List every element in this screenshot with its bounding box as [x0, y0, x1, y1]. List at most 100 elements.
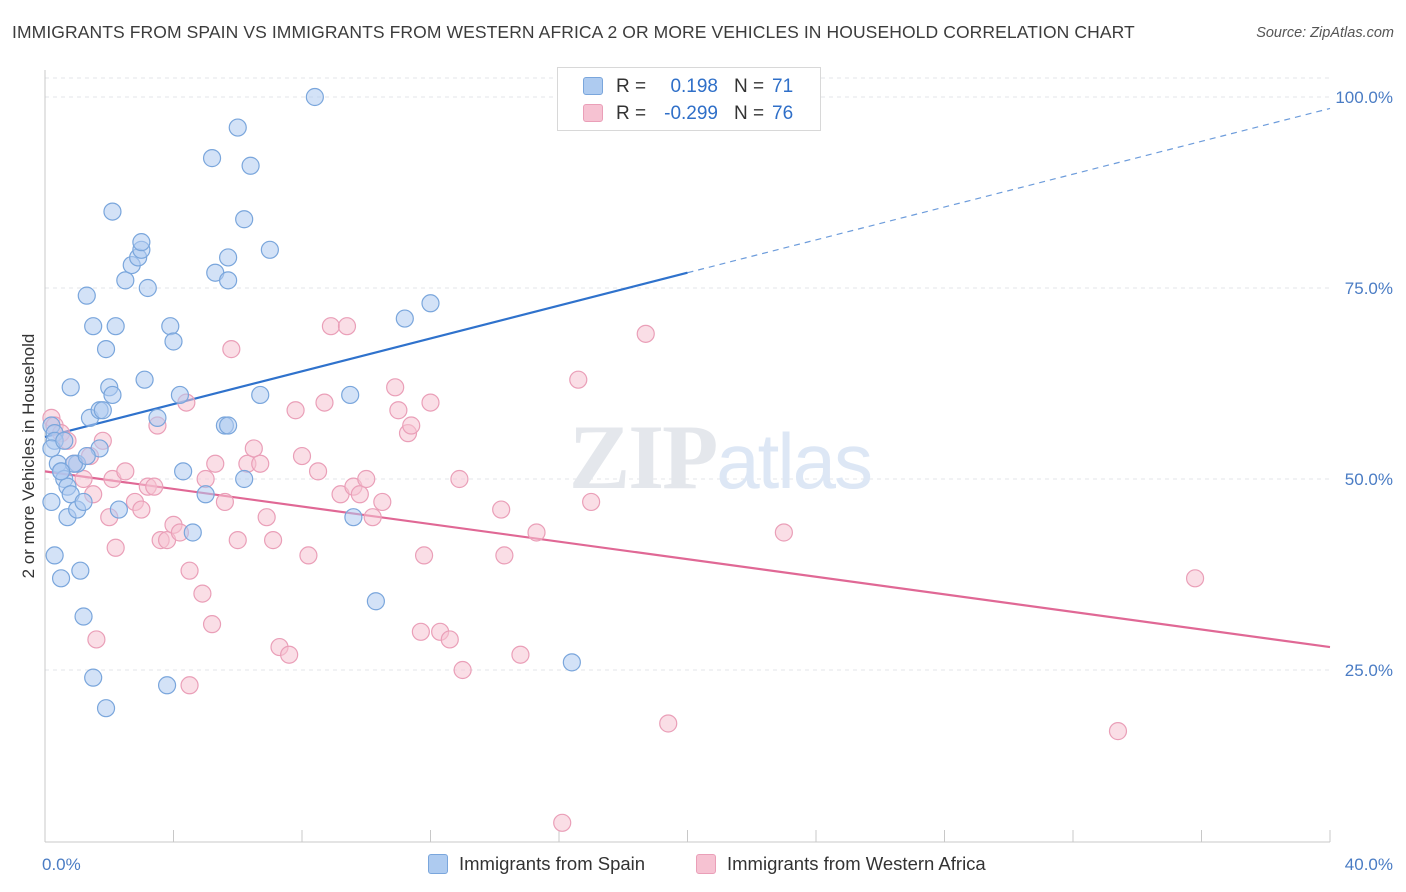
spain-point	[366, 592, 385, 611]
spain-point	[161, 317, 180, 336]
wafrica-point	[251, 454, 270, 473]
spain-legend-swatch	[428, 854, 448, 874]
spain-point	[251, 385, 270, 405]
wafrica-point	[280, 645, 299, 664]
y-tick-label: 50.0%	[1345, 470, 1393, 489]
wafrica-point	[411, 622, 430, 641]
wafrica-point	[357, 469, 376, 489]
wafrica-point	[132, 500, 151, 519]
x-tick-label: 0.0%	[42, 855, 81, 874]
wafrica-point	[414, 546, 434, 565]
spain-point	[77, 286, 96, 305]
n-value-spain: 71	[772, 76, 794, 97]
x-tick-label: 40.0%	[1345, 855, 1393, 874]
wafrica-point	[1108, 722, 1128, 741]
spain-point	[219, 271, 238, 290]
wafrica-legend-swatch	[696, 854, 716, 874]
spain-point	[562, 653, 581, 672]
spain-point	[45, 546, 64, 565]
spain-point	[61, 378, 80, 397]
spain-point	[93, 401, 112, 420]
wafrica-legend-label: Immigrants from Western Africa	[727, 853, 986, 874]
wafrica-point	[636, 324, 655, 343]
wafrica-point	[553, 813, 572, 832]
n-label: N =	[734, 103, 765, 124]
spain-point	[51, 569, 71, 588]
spain-point	[260, 240, 279, 259]
y-tick-label: 75.0%	[1345, 279, 1393, 298]
gridlines	[45, 77, 1330, 671]
wafrica-point	[582, 492, 601, 512]
spain-point	[219, 416, 238, 435]
spain-point	[202, 149, 222, 168]
spain-point	[183, 523, 202, 542]
spain-swatch	[583, 77, 603, 95]
spain-point	[132, 233, 151, 252]
spain-point	[135, 370, 154, 389]
wafrica-point	[74, 469, 93, 489]
r-value-spain: 0.198	[670, 76, 718, 97]
wafrica-point	[286, 401, 305, 420]
spain-point	[395, 309, 414, 328]
spain-points	[42, 87, 581, 718]
n-value-wafrica: 76	[772, 103, 794, 124]
spain-point	[96, 340, 116, 359]
spain-point	[305, 87, 324, 107]
spain-point	[116, 271, 135, 290]
legend-row-spain: R = 0.198 N = 71	[558, 74, 820, 100]
wafrica-swatch	[583, 104, 603, 122]
spain-point	[77, 446, 96, 466]
wafrica-point	[492, 500, 511, 519]
spain-point	[109, 500, 128, 519]
wafrica-point	[180, 676, 199, 695]
r-value-wafrica: -0.299	[664, 103, 718, 124]
spain-point	[74, 492, 93, 512]
spain-point	[219, 248, 238, 267]
wafrica-trend-line	[44, 470, 1331, 649]
spain-point	[148, 408, 167, 427]
wafrica-point	[569, 370, 588, 389]
spain-point	[341, 385, 360, 405]
n-label: N =	[734, 76, 765, 97]
y-tick-label: 100.0%	[1335, 88, 1393, 107]
spain-trend-extension	[687, 107, 1331, 274]
spain-point	[421, 294, 440, 313]
wafrica-point	[421, 393, 440, 412]
wafrica-point	[257, 508, 276, 527]
wafrica-points	[42, 317, 1205, 832]
wafrica-point	[774, 523, 793, 542]
wafrica-point	[215, 492, 234, 512]
spain-point	[74, 607, 93, 626]
spain-point	[228, 118, 247, 137]
spain-point	[71, 561, 90, 580]
wafrica-point	[244, 439, 263, 458]
y-axis-label: 2 or more Vehicles in Household	[19, 334, 38, 579]
wafrica-point	[495, 546, 514, 565]
wafrica-point	[453, 660, 472, 680]
spain-point	[174, 462, 193, 481]
wafrica-point	[193, 584, 212, 603]
spain-legend-label: Immigrants from Spain	[459, 853, 646, 874]
wafrica-point	[321, 317, 341, 336]
spain-trend-line	[44, 271, 688, 439]
wafrica-point	[450, 469, 469, 489]
watermark: ZIPatlas	[569, 406, 871, 508]
spain-point	[84, 668, 103, 687]
spain-point	[51, 462, 71, 481]
wafrica-point	[106, 538, 125, 557]
r-label: R =	[616, 76, 647, 97]
wafrica-point	[659, 714, 678, 733]
spain-point	[235, 210, 254, 229]
spain-point	[42, 492, 61, 512]
spain-point	[96, 699, 116, 718]
wafrica-point	[206, 454, 225, 473]
spain-point	[157, 676, 177, 695]
wafrica-point	[196, 469, 215, 489]
wafrica-point	[145, 477, 164, 496]
wafrica-point	[389, 401, 408, 420]
wafrica-point	[228, 531, 247, 550]
correlation-legend: R = 0.198 N = 71 R = -0.299 N = 76	[557, 67, 821, 131]
spain-point	[170, 385, 190, 405]
wafrica-point	[350, 485, 369, 504]
source-label: Source: ZipAtlas.com	[1256, 25, 1394, 41]
